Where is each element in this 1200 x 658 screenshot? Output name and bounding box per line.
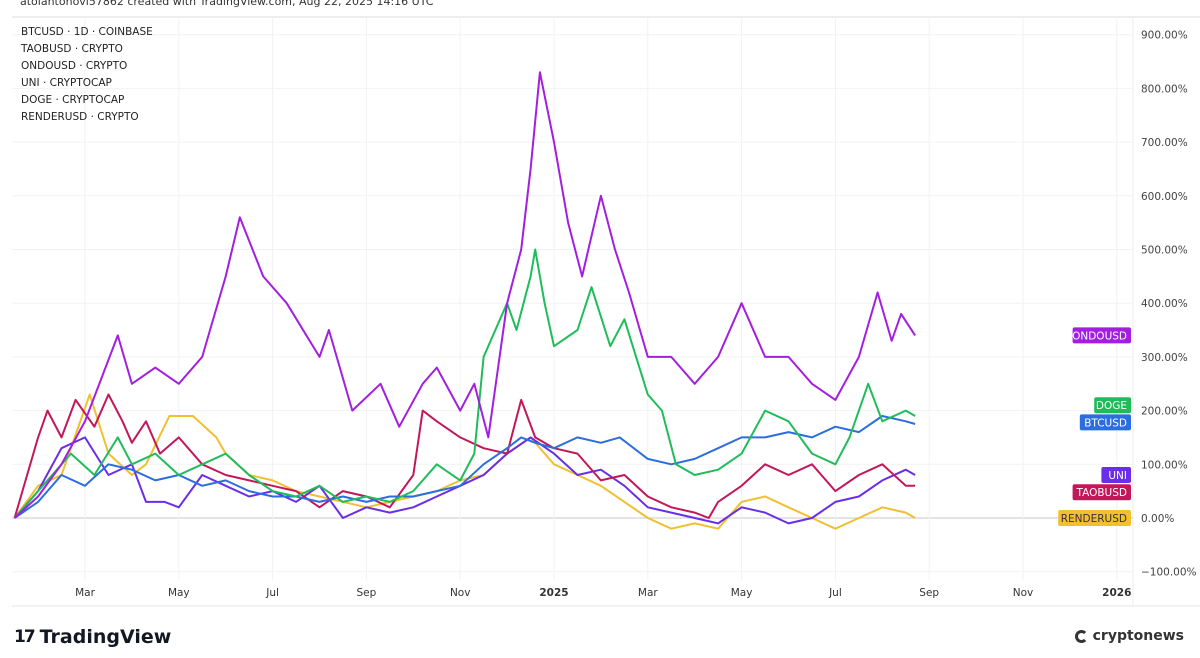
legend-item[interactable]: TAOBUSD · CRYPTO	[21, 43, 123, 55]
cryptonews-logo-icon	[1074, 629, 1088, 643]
y-tick-label: 600.00%	[1141, 191, 1188, 203]
x-tick-label: 2025	[539, 587, 568, 599]
y-tick-label: 500.00%	[1141, 245, 1188, 257]
end-label-text: DOGE	[1096, 400, 1127, 412]
end-label-text: TAOBUSD	[1075, 487, 1127, 499]
x-tick-label: Sep	[357, 587, 377, 599]
end-label-taobusd: TAOBUSD	[1072, 484, 1131, 501]
x-tick-label: May	[731, 587, 753, 599]
y-tick-label: −100.00%	[1141, 567, 1197, 579]
x-tick-label: 2026	[1102, 587, 1131, 599]
end-label-bg	[1072, 327, 1131, 344]
end-label-btcusd: BTCUSD	[1079, 414, 1131, 431]
brand-name: TradingView	[39, 626, 172, 648]
legend-item[interactable]: BTCUSD · 1D · COINBASE	[21, 26, 153, 38]
end-label-uni: UNI	[1101, 467, 1131, 484]
end-label-text: UNI	[1108, 470, 1127, 482]
y-tick-label: 300.00%	[1141, 352, 1188, 364]
end-label-renderusd: RENDERUSD	[1058, 510, 1131, 526]
x-tick-label: Sep	[919, 587, 939, 599]
y-tick-label: 100.00%	[1141, 459, 1188, 471]
series-line-ondousd	[13, 71, 916, 519]
series-line-btcusd	[14, 415, 916, 519]
end-label-bg	[1101, 467, 1131, 484]
end-label-bg	[1058, 510, 1131, 526]
end-label-bg	[1079, 414, 1131, 431]
end-label-bg	[1072, 484, 1131, 501]
series-line-taobusd	[13, 393, 916, 519]
x-tick-label: May	[168, 587, 190, 599]
cryptonews-logo: cryptonews	[1074, 628, 1184, 644]
end-label-bg	[1094, 397, 1131, 414]
legend-item[interactable]: DOGE · CRYPTOCAP	[21, 94, 125, 106]
x-tick-label: Nov	[450, 587, 471, 599]
chart-header: atolantonovi57862 created with TradingVi…	[20, 0, 434, 8]
end-label-ondousd: ONDOUSD	[1072, 327, 1131, 344]
end-label-doge: DOGE	[1094, 397, 1131, 414]
legend-item[interactable]: ONDOUSD · CRYPTO	[21, 60, 128, 72]
y-tick-label: 0.00%	[1141, 513, 1174, 525]
legend-item[interactable]: UNI · CRYPTOCAP	[21, 77, 112, 89]
x-tick-label: Mar	[75, 587, 95, 599]
x-tick-label: Mar	[638, 587, 658, 599]
x-tick-label: Nov	[1013, 587, 1034, 599]
y-tick-label: 700.00%	[1141, 137, 1188, 149]
series-line-doge	[13, 248, 916, 519]
tradingview-logo: 17 TradingView	[14, 626, 171, 648]
legend-item[interactable]: RENDERUSD · CRYPTO	[21, 111, 139, 123]
source-name: cryptonews	[1092, 628, 1184, 644]
x-tick-label: Jul	[265, 587, 279, 599]
series-legend: BTCUSD · 1D · COINBASE TAOBUSD · CRYPTO …	[21, 24, 153, 126]
y-tick-label: 900.00%	[1141, 30, 1188, 42]
series-line-renderusd	[13, 393, 916, 530]
tradingview-logo-icon: 17	[14, 627, 36, 647]
y-tick-label: 800.00%	[1141, 83, 1188, 95]
end-label-text: RENDERUSD	[1061, 513, 1127, 525]
end-label-text: ONDOUSD	[1072, 330, 1127, 342]
x-tick-label: Jul	[828, 587, 842, 599]
y-tick-label: 400.00%	[1141, 298, 1188, 310]
end-label-text: BTCUSD	[1084, 417, 1127, 429]
y-tick-label: 200.00%	[1141, 406, 1188, 418]
